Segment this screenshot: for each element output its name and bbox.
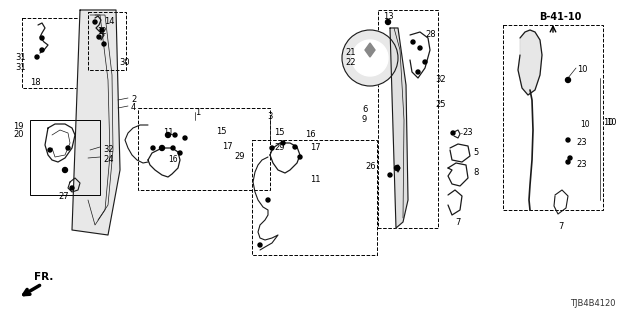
Circle shape: [35, 55, 39, 59]
Circle shape: [97, 35, 101, 39]
Circle shape: [568, 156, 572, 160]
Text: 13: 13: [383, 12, 394, 21]
Text: 10: 10: [606, 118, 616, 127]
Text: 29: 29: [274, 143, 285, 152]
Circle shape: [281, 141, 285, 145]
Circle shape: [66, 146, 70, 150]
Text: 4: 4: [131, 103, 136, 112]
Bar: [138, 108, 270, 190]
Polygon shape: [365, 43, 375, 57]
Text: 7: 7: [455, 218, 460, 227]
Text: 17: 17: [222, 142, 232, 151]
Circle shape: [388, 173, 392, 177]
Text: 22: 22: [345, 58, 355, 67]
Circle shape: [183, 136, 187, 140]
Circle shape: [451, 131, 455, 135]
Text: 18: 18: [30, 78, 40, 87]
Circle shape: [178, 151, 182, 155]
Text: 16: 16: [168, 155, 178, 164]
Bar: [22, 18, 82, 88]
Circle shape: [48, 148, 52, 152]
Text: 11: 11: [163, 128, 173, 137]
Text: 15: 15: [274, 128, 285, 137]
Circle shape: [102, 42, 106, 46]
Text: 24: 24: [103, 155, 113, 164]
Circle shape: [266, 198, 270, 202]
Text: 27: 27: [58, 192, 68, 201]
Circle shape: [298, 155, 302, 159]
Circle shape: [93, 20, 97, 24]
Text: FR.: FR.: [34, 272, 53, 282]
Circle shape: [394, 165, 399, 171]
Circle shape: [385, 20, 390, 25]
Text: 8: 8: [473, 168, 478, 177]
Circle shape: [293, 145, 297, 149]
Circle shape: [70, 186, 74, 190]
Circle shape: [416, 70, 420, 74]
Polygon shape: [72, 10, 120, 235]
Text: 9: 9: [362, 115, 367, 124]
Text: 32: 32: [435, 75, 445, 84]
Text: 16: 16: [305, 130, 316, 139]
Text: 7: 7: [558, 222, 563, 231]
Text: B-41-10: B-41-10: [539, 12, 581, 22]
Text: 15: 15: [216, 127, 227, 136]
Text: 10: 10: [580, 120, 589, 129]
Text: 2: 2: [131, 95, 136, 104]
Bar: [88, 12, 126, 70]
Text: 14: 14: [104, 17, 115, 26]
Text: 31: 31: [15, 63, 26, 72]
Text: 12: 12: [97, 27, 106, 36]
Text: 17: 17: [310, 143, 321, 152]
Text: 30: 30: [119, 58, 130, 67]
Text: 19: 19: [13, 122, 24, 131]
Circle shape: [418, 46, 422, 50]
Circle shape: [258, 243, 262, 247]
Text: 23: 23: [576, 160, 587, 169]
Text: 29: 29: [234, 152, 244, 161]
Text: 11: 11: [310, 175, 321, 184]
Text: 6: 6: [362, 105, 367, 114]
Bar: [503, 25, 603, 210]
Circle shape: [100, 28, 104, 32]
Text: 28: 28: [425, 30, 436, 39]
Text: 32: 32: [103, 145, 114, 154]
Text: 23: 23: [462, 128, 472, 137]
Text: 25: 25: [435, 100, 445, 109]
Circle shape: [40, 36, 44, 40]
Text: 5: 5: [473, 148, 478, 157]
Circle shape: [352, 40, 388, 76]
Text: 1: 1: [195, 108, 200, 117]
Circle shape: [40, 48, 44, 52]
Circle shape: [173, 133, 177, 137]
Text: 23: 23: [576, 138, 587, 147]
Bar: [252, 140, 377, 255]
Circle shape: [411, 40, 415, 44]
Text: 10: 10: [577, 65, 588, 74]
Bar: [378, 10, 438, 228]
Text: 20: 20: [13, 130, 24, 139]
Circle shape: [566, 138, 570, 142]
Bar: [30, 120, 100, 195]
Text: 10: 10: [603, 118, 614, 127]
Circle shape: [166, 132, 170, 138]
Text: 3: 3: [267, 112, 273, 121]
Circle shape: [151, 146, 155, 150]
Text: 21: 21: [345, 48, 355, 57]
Circle shape: [171, 146, 175, 150]
Text: 26: 26: [365, 162, 376, 171]
Circle shape: [63, 167, 67, 172]
Circle shape: [270, 146, 274, 150]
Circle shape: [566, 77, 570, 83]
Circle shape: [159, 146, 164, 150]
Text: 31: 31: [15, 53, 26, 62]
Circle shape: [423, 60, 427, 64]
Circle shape: [342, 30, 398, 86]
Text: TJB4B4120: TJB4B4120: [570, 299, 616, 308]
Polygon shape: [390, 28, 408, 228]
Circle shape: [566, 160, 570, 164]
Polygon shape: [518, 30, 542, 95]
